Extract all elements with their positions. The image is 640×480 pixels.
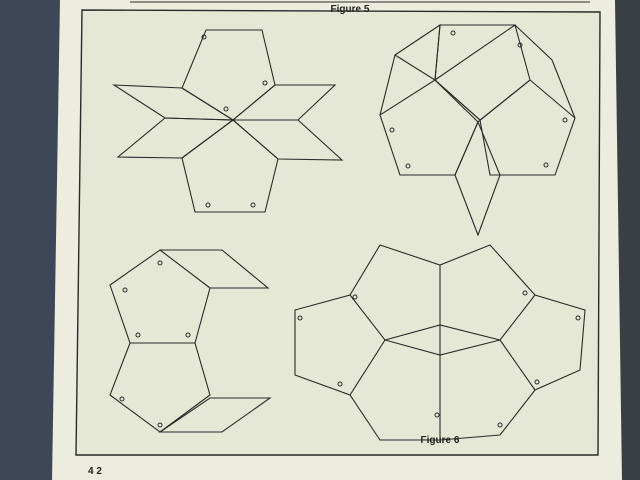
net-top-left <box>112 29 344 213</box>
page-number: 4 2 <box>88 466 102 477</box>
net-top-right <box>379 23 576 237</box>
hole-dots <box>119 30 581 428</box>
figure-6-label: Figure 6 <box>421 435 460 446</box>
cloth-texture <box>0 0 70 480</box>
figure-panel <box>75 9 601 456</box>
figure-5-label: Figure 5 <box>331 4 370 15</box>
net-bottom-right <box>294 244 586 441</box>
net-bottom-left <box>109 249 272 433</box>
